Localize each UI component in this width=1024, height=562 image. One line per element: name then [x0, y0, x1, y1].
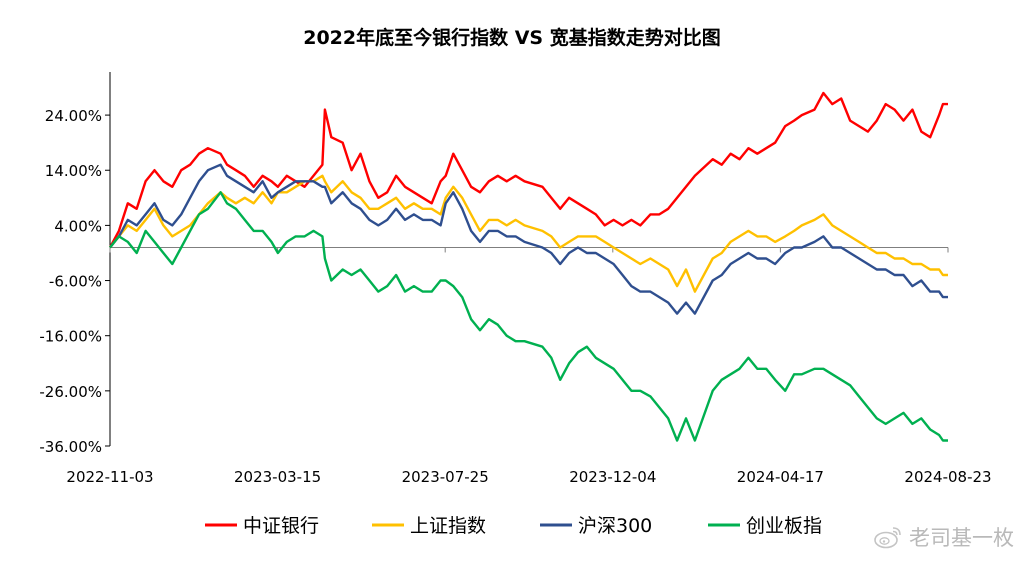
x-tick-label: 2023-12-04	[569, 468, 656, 486]
legend: 中证银行 上证指数 沪深300 创业板指	[205, 515, 822, 537]
y-tick-label: -36.00%	[39, 438, 102, 456]
legend-label: 沪深300	[578, 515, 652, 537]
y-tick-label: -6.00%	[49, 273, 102, 291]
weibo-logo-icon	[874, 527, 901, 549]
x-tick-label: 2023-07-25	[402, 468, 489, 486]
y-tick-label: -26.00%	[39, 383, 102, 401]
legend-label: 创业板指	[746, 515, 822, 537]
x-tick-label: 2024-04-17	[737, 468, 824, 486]
x-tick-label: 2022-11-03	[66, 468, 153, 486]
y-tick-label: 14.00%	[45, 162, 102, 180]
legend-label: 上证指数	[410, 515, 486, 537]
y-tick-label: 24.00%	[45, 107, 102, 125]
x-tick-label: 2023-03-15	[234, 468, 321, 486]
series-group	[108, 91, 948, 442]
chart-title: 2022年底至今银行指数 VS 宽基指数走势对比图	[303, 26, 721, 49]
watermark-text: 老司基一枚	[909, 526, 1014, 550]
series-line-4	[109, 191, 948, 442]
series-line-2	[109, 174, 948, 293]
series-line-3	[109, 163, 948, 315]
watermark: 老司基一枚	[873, 522, 1014, 552]
y-tick-label: -16.00%	[39, 328, 102, 346]
y-tick-label: 4.00%	[54, 217, 102, 235]
series-line-1	[108, 91, 948, 249]
x-tick-label: 2024-08-23	[904, 468, 991, 486]
legend-label: 中证银行	[243, 515, 319, 537]
axes: 24.00% 14.00% 4.00% -6.00% -16.00% -26.00% -36…	[39, 72, 992, 486]
